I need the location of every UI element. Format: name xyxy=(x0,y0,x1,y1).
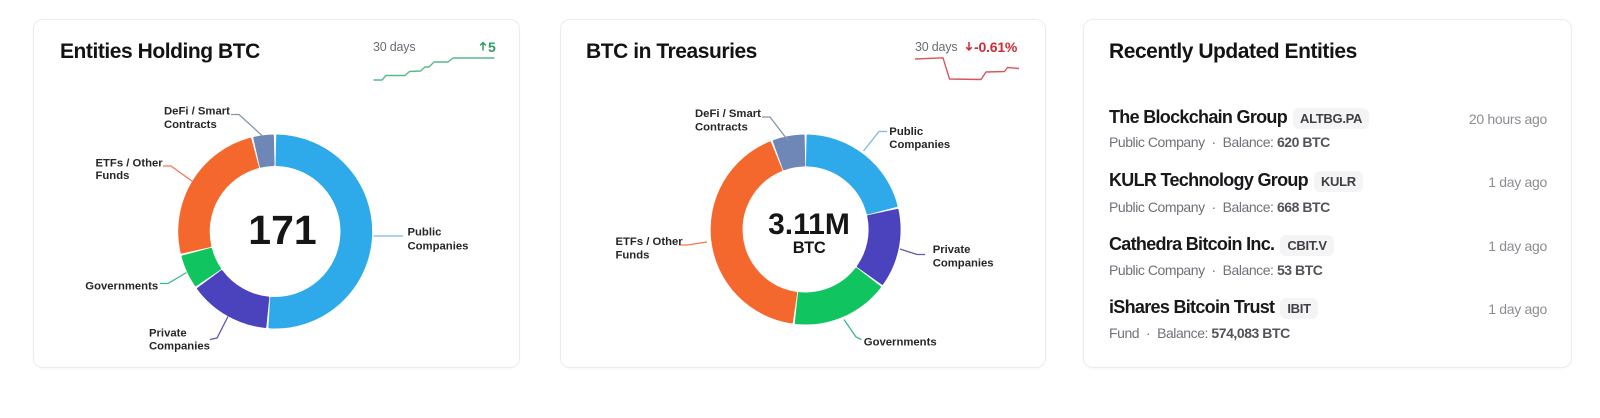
svg-text:Private: Private xyxy=(149,327,187,339)
svg-text:Contracts: Contracts xyxy=(695,121,748,133)
svg-text:Governments: Governments xyxy=(85,281,158,293)
svg-text:Funds: Funds xyxy=(96,170,130,182)
svg-text:Funds: Funds xyxy=(616,250,650,262)
svg-text:DeFi / Smart: DeFi / Smart xyxy=(164,106,230,118)
svg-text:Contracts: Contracts xyxy=(164,119,217,131)
svg-text:Governments: Governments xyxy=(864,336,937,348)
svg-text:Companies: Companies xyxy=(889,139,950,151)
svg-text:Companies: Companies xyxy=(408,241,469,253)
svg-text:Public: Public xyxy=(889,126,923,138)
svg-text:Private: Private xyxy=(933,244,971,256)
svg-text:ETFs / Other: ETFs / Other xyxy=(96,158,164,170)
svg-text:DeFi / Smart: DeFi / Smart xyxy=(695,108,761,120)
svg-text:Public: Public xyxy=(408,226,442,238)
svg-text:ETFs / Other: ETFs / Other xyxy=(616,236,684,248)
svg-text:Companies: Companies xyxy=(933,257,994,269)
svg-text:Companies: Companies xyxy=(149,340,210,352)
